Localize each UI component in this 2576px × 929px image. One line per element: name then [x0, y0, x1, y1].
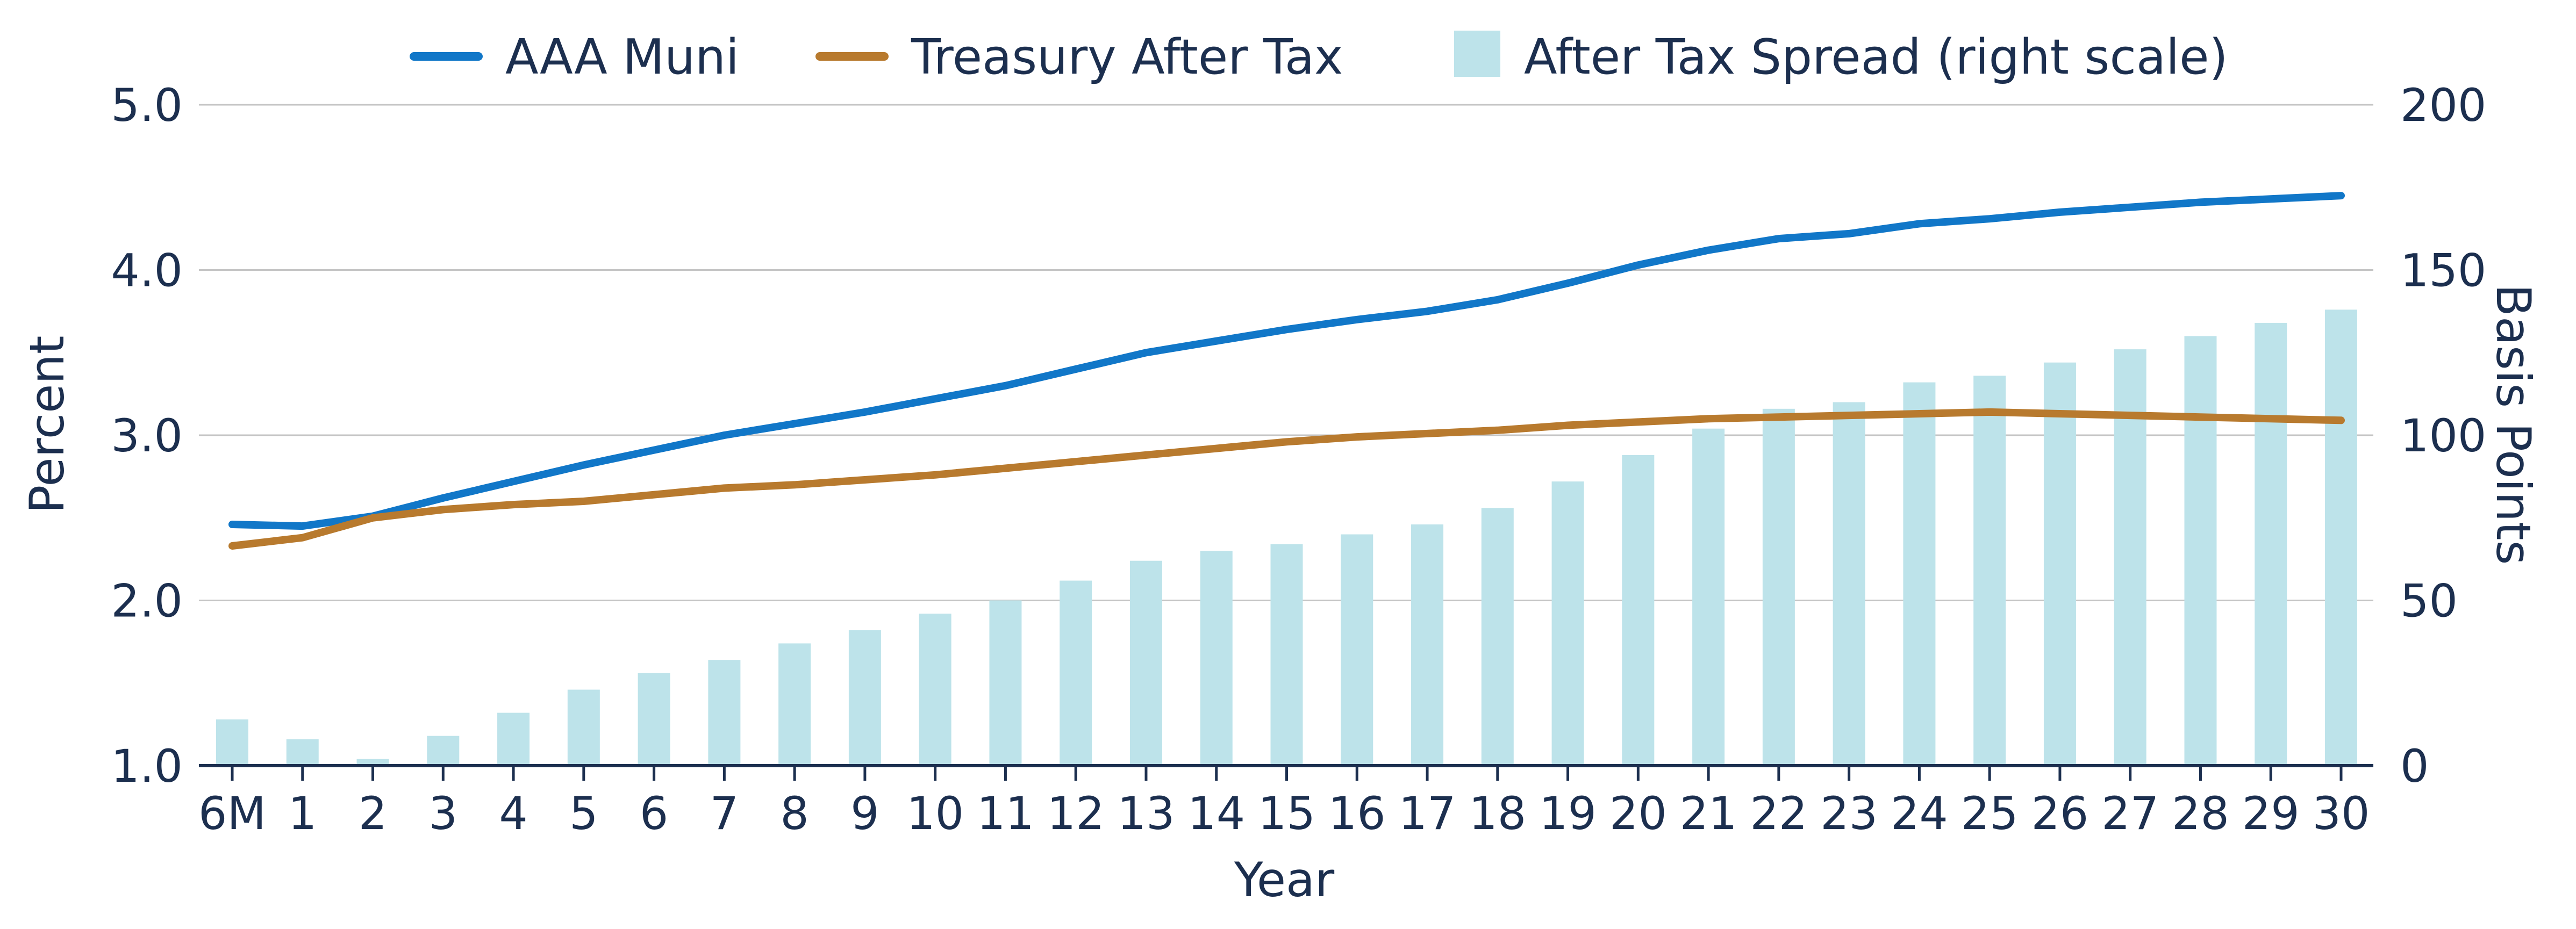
- spread-bar: [708, 660, 741, 766]
- spread-bar: [356, 759, 389, 766]
- x-tick-label: 17: [1399, 787, 1456, 840]
- x-tick-label: 2: [359, 787, 387, 840]
- spread-bar: [216, 719, 248, 766]
- spread-bars: [216, 309, 2357, 766]
- x-tick-label: 19: [1539, 787, 1597, 840]
- spread-bar: [2255, 322, 2287, 766]
- spread-bar: [1129, 560, 1162, 766]
- spread-bar: [1411, 524, 1444, 766]
- x-tick-label: 6M: [198, 787, 266, 840]
- spread-bar: [567, 689, 600, 766]
- spread-bar: [427, 736, 460, 766]
- y-right-tick-label: 100: [2400, 409, 2486, 462]
- spread-bar: [1200, 551, 1233, 766]
- legend-label: AAA Muni: [505, 29, 739, 85]
- spread-bar: [919, 614, 951, 766]
- legend-swatch-box: [1454, 31, 1500, 77]
- legend: AAA Muni Treasury After Tax After Tax Spre…: [410, 29, 2228, 85]
- y-left-tick-label: 1.0: [111, 740, 183, 793]
- y-right-tick-label: 200: [2400, 79, 2486, 132]
- x-tick-label: 15: [1258, 787, 1315, 840]
- x-tick-label: 10: [906, 787, 964, 840]
- legend-label: After Tax Spread (right scale): [1524, 29, 2228, 85]
- spread-bar: [1833, 402, 1865, 766]
- spread-bar: [286, 739, 319, 766]
- x-tick-label: 14: [1187, 787, 1245, 840]
- spread-bar: [2325, 309, 2357, 766]
- y-left-tick-label: 3.0: [111, 409, 183, 462]
- spread-bar: [1551, 481, 1584, 766]
- x-tick-label: 25: [1961, 787, 2019, 840]
- x-tick-label: 3: [429, 787, 457, 840]
- x-tick-label: 26: [2031, 787, 2088, 840]
- x-tick-label: 4: [499, 787, 527, 840]
- x-tick-label: 1: [288, 787, 317, 840]
- x-tick-label: 18: [1469, 787, 1526, 840]
- spread-bar: [1692, 428, 1725, 766]
- x-tick-label: 13: [1118, 787, 1175, 840]
- x-tick-label: 12: [1047, 787, 1105, 840]
- spread-bar: [1622, 455, 1655, 766]
- x-tick-label: 30: [2313, 787, 2370, 840]
- x-tick-label: 29: [2242, 787, 2300, 840]
- treasury-line: [228, 408, 2345, 550]
- x-tick-label: 16: [1328, 787, 1386, 840]
- series-lines: [228, 192, 2345, 550]
- spread-bar: [1341, 534, 1373, 766]
- spread-bar: [1481, 508, 1514, 766]
- spread-bar: [2043, 362, 2076, 766]
- spread-bar: [497, 712, 530, 766]
- spread-bar: [989, 600, 1022, 766]
- y-left-tick-label: 5.0: [111, 79, 183, 132]
- y-right-tick-label: 150: [2400, 244, 2486, 297]
- x-tick-label: 23: [1820, 787, 1878, 840]
- spread-bar: [1270, 544, 1303, 766]
- muni-line: [228, 192, 2345, 530]
- x-tick-label: 7: [710, 787, 739, 840]
- spread-bar: [2184, 336, 2217, 766]
- y-right-tick-label: 50: [2400, 575, 2458, 628]
- x-tick-label: 9: [850, 787, 879, 840]
- x-tick-label: 11: [977, 787, 1034, 840]
- x-tick-label: 22: [1750, 787, 1807, 840]
- x-tick-label: 21: [1680, 787, 1737, 840]
- x-tick-label: 20: [1609, 787, 1667, 840]
- x-tick-label: 28: [2172, 787, 2229, 840]
- spread-bar: [778, 643, 811, 766]
- spread-bar: [1973, 376, 2006, 766]
- y-axis-left-title: Percent: [19, 335, 75, 513]
- spread-bar: [1762, 408, 1795, 766]
- y-left-tick-label: 2.0: [111, 575, 183, 628]
- x-tick-label: 8: [780, 787, 808, 840]
- x-tick-label: 6: [640, 787, 668, 840]
- x-tick-label: 5: [569, 787, 598, 840]
- x-tick-label: 24: [1891, 787, 1948, 840]
- y-left-tick-label: 4.0: [111, 244, 183, 297]
- x-tick-label: 27: [2101, 787, 2159, 840]
- spread-bar: [848, 630, 881, 766]
- spread-bar: [1060, 580, 1092, 766]
- spread-bar: [1903, 382, 1936, 766]
- x-axis-title: Year: [1234, 852, 1335, 908]
- y-axis-right-title: Basis Points: [2486, 284, 2541, 565]
- y-right-tick-label: 0: [2400, 740, 2429, 793]
- spread-bar: [638, 673, 670, 766]
- legend-label: Treasury After Tax: [911, 29, 1343, 85]
